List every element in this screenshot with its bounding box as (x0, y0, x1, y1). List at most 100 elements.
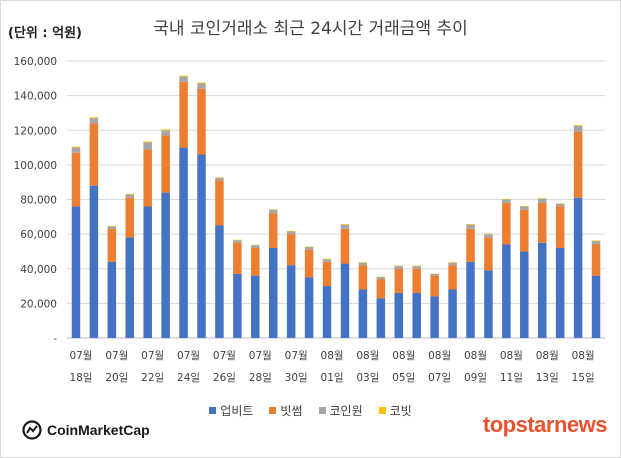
legend-item-korbit: 코빗 (378, 402, 412, 419)
bar-segment (376, 279, 386, 299)
bar-segment (394, 265, 404, 267)
bar-segment (268, 213, 278, 248)
bar-segment (251, 244, 260, 246)
x-tick-day: 01일 (321, 371, 344, 384)
bar-chart: - 20,000 40,000 60,000 80,000 100,000 120,000 1… (14, 56, 605, 384)
bar-segment (161, 130, 170, 136)
x-tick-day: 05일 (392, 371, 415, 384)
x-tick-month: 07월 (285, 350, 308, 362)
bar-segment (412, 268, 421, 293)
y-axis: - 20,000 40,000 60,000 80,000 100,000 120,000 1… (14, 56, 58, 345)
bar-segment (107, 226, 117, 229)
bar-segment (520, 205, 529, 207)
bar-segment (197, 83, 206, 89)
bar-segment (286, 231, 296, 232)
topstarnews-logo: topstarnews (482, 412, 608, 437)
bar-segment (555, 247, 565, 338)
x-tick-month: 08월 (536, 350, 559, 362)
bar-segment (466, 224, 475, 229)
bar-segment (484, 233, 493, 235)
bar-segment (376, 277, 386, 280)
y-tick-label: 120,000 (14, 125, 57, 137)
bar-segment (143, 141, 152, 143)
bar-segment (71, 147, 81, 153)
bar-segment (430, 273, 439, 276)
x-tick-month: 07월 (213, 350, 236, 362)
bar-segment (340, 224, 350, 229)
bar-segment (448, 262, 457, 263)
legend-label: 빗썸 (280, 404, 303, 418)
bar-segment (322, 286, 332, 338)
bar-segment (143, 206, 152, 338)
bar-segment (179, 147, 188, 338)
bar-segment (233, 273, 242, 338)
bar-segment (591, 240, 601, 242)
bar-segment (179, 81, 188, 148)
bar-segment (412, 266, 421, 269)
bar-segment (358, 262, 368, 266)
bar-segment (555, 206, 565, 248)
bar-segment (286, 265, 296, 338)
bar-segment (251, 245, 260, 248)
x-tick-day: 18일 (69, 371, 92, 384)
x-tick-month: 08월 (356, 350, 379, 362)
bar-segment (89, 123, 99, 186)
bar-segment (125, 194, 135, 198)
bar-segment (161, 192, 170, 338)
bar-segment (179, 75, 188, 77)
bar-segment (304, 277, 314, 338)
legend: 업비트 빗썸 코인원 코빗 (0, 402, 621, 419)
bar-segment (412, 265, 421, 267)
legend-label: 업비트 (220, 404, 254, 418)
unit-label: (단위 : 억원) (8, 26, 82, 41)
bar-segment (161, 129, 170, 131)
y-tick-label: 40,000 (20, 264, 57, 276)
bars (71, 75, 601, 338)
bar-segment (573, 197, 583, 338)
bar-segment (268, 247, 278, 338)
bar-segment (358, 265, 368, 290)
x-tick-month: 08월 (500, 350, 523, 362)
coinmarketcap-logo: CoinMarketCap (22, 420, 150, 440)
bar-segment (286, 231, 296, 235)
bar-segment (322, 261, 332, 287)
bar-segment (71, 206, 81, 338)
bar-segment (466, 228, 475, 262)
bar-segment (591, 244, 601, 276)
bar-segment (466, 224, 475, 225)
bar-segment (340, 224, 350, 225)
bar-segment (107, 228, 117, 262)
bar-segment (322, 259, 332, 262)
bar-segment (520, 206, 529, 210)
bar-segment (161, 135, 170, 193)
x-tick-day: 30일 (285, 371, 308, 384)
bar-segment (340, 228, 350, 264)
x-tick-month: 07월 (105, 350, 128, 362)
bar-segment (358, 262, 368, 263)
bar-segment (107, 261, 117, 338)
bar-segment (233, 239, 242, 241)
bar-segment (197, 88, 206, 155)
bar-segment (537, 198, 547, 203)
x-tick-day: 15일 (572, 371, 595, 384)
y-tick-label: - (53, 333, 57, 345)
legend-label: 코인원 (329, 404, 363, 418)
legend-swatch (209, 407, 217, 414)
y-tick-label: 80,000 (20, 195, 57, 207)
bar-segment (412, 292, 421, 338)
bar-segment (448, 289, 457, 338)
bar-segment (251, 247, 260, 276)
bar-segment (125, 237, 135, 338)
bar-segment (143, 142, 152, 150)
gridlines (67, 60, 605, 339)
bar-segment (502, 244, 511, 338)
bar-segment (125, 197, 135, 238)
bar-segment (179, 76, 188, 82)
bar-segment (215, 177, 224, 181)
bar-segment (340, 263, 350, 338)
x-tick-day: 09일 (464, 371, 487, 384)
bar-segment (215, 225, 224, 338)
y-tick-label: 160,000 (14, 56, 57, 68)
bar-segment (394, 268, 404, 293)
bar-segment (89, 117, 99, 119)
